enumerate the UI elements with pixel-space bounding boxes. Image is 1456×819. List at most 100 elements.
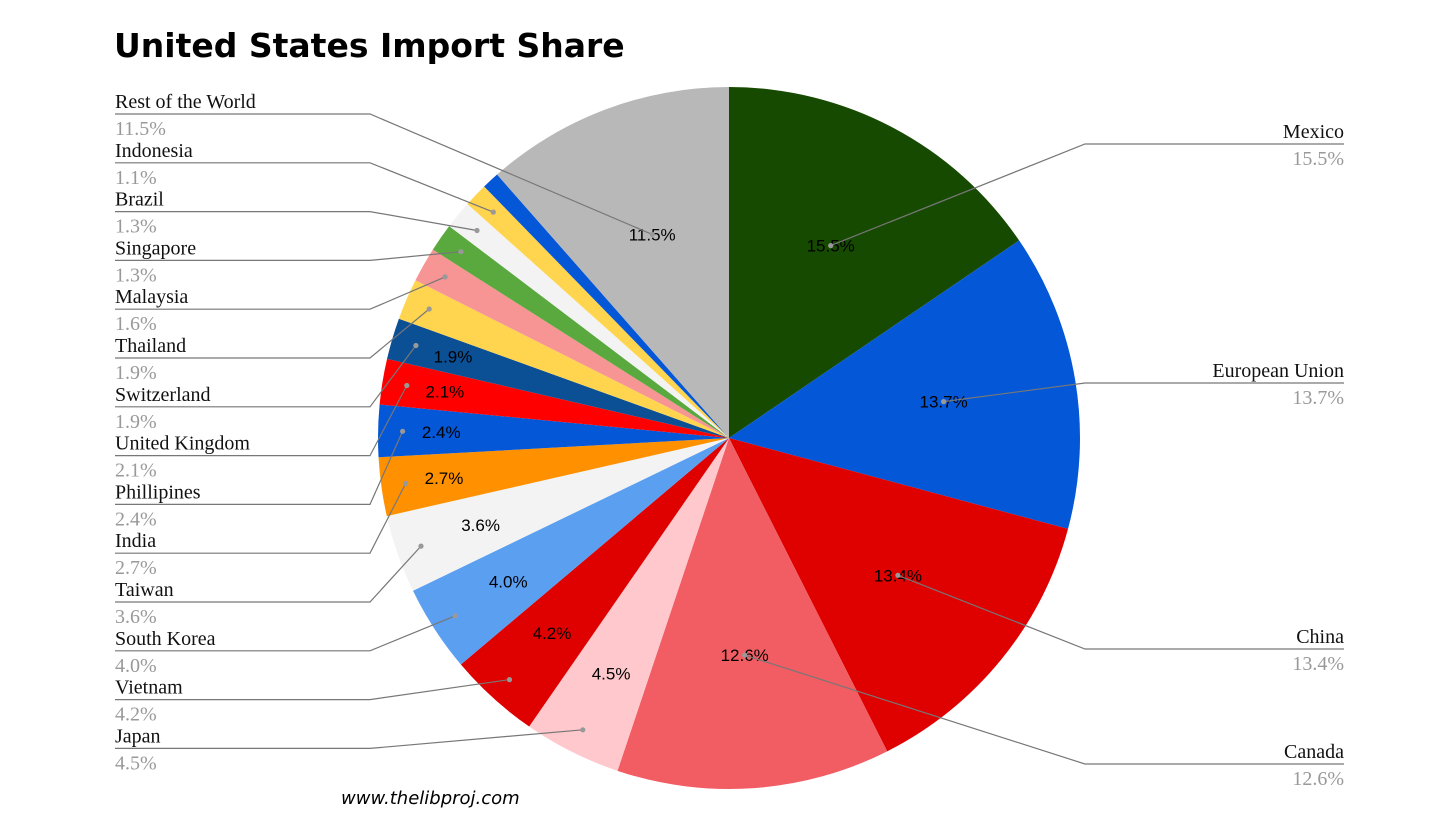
leader-line-thailand	[115, 308, 430, 359]
pie-slice-switzerland	[387, 318, 729, 438]
pie-slice-china	[729, 438, 1069, 752]
legend-callouts: Rest of the World 11.5%Indonesia 1.1%Brazi…	[115, 91, 1344, 790]
pie-slice-india	[378, 438, 729, 517]
legend-name-switzerland: Switzerland	[115, 384, 211, 406]
pie-slice-singapore	[432, 226, 729, 438]
pie-slice-vietnam	[460, 438, 729, 727]
leader-line-south-korea	[115, 615, 456, 652]
leader-line-china	[897, 574, 1344, 650]
legend-value-mexico: 15.5%	[1292, 148, 1344, 170]
leader-dot-mexico	[828, 243, 834, 249]
leader-line-india	[115, 483, 407, 554]
legend-value-european-union: 13.7%	[1292, 387, 1344, 409]
pie-slice-european-union	[729, 240, 1081, 529]
leader-dot-canada	[742, 652, 748, 658]
slice-label-vietnam: 4.2%	[533, 624, 572, 643]
pie-slices	[378, 87, 1081, 790]
legend-name-phillipines: Phillipines	[115, 481, 201, 503]
leader-dot-south-korea	[452, 613, 458, 619]
legend-name-taiwan: Taiwan	[115, 579, 174, 601]
leader-dot-european-union	[941, 399, 947, 405]
leader-line-mexico	[830, 143, 1344, 247]
slice-label-south-korea: 4.0%	[489, 572, 528, 591]
legend-name-singapore: Singapore	[115, 237, 196, 259]
pie-slice-japan	[529, 438, 729, 771]
leader-line-taiwan	[115, 545, 422, 603]
legend-value-thailand: 1.9%	[115, 362, 157, 384]
legend-name-japan: Japan	[115, 725, 161, 747]
legend-value-singapore: 1.3%	[115, 264, 157, 286]
leader-dot-japan	[580, 727, 586, 733]
slice-label-taiwan: 3.6%	[461, 516, 500, 535]
legend-name-china: China	[1296, 626, 1344, 648]
leader-line-united-kingdom	[115, 385, 408, 457]
slice-label-japan: 4.5%	[592, 664, 631, 683]
leader-dot-brazil	[474, 227, 480, 234]
slice-label-switzerland: 1.9%	[434, 348, 473, 367]
legend-value-rest-of-the-world: 11.5%	[115, 118, 166, 140]
legend-name-united-kingdom: United Kingdom	[115, 433, 250, 455]
legend-value-india: 2.7%	[115, 557, 157, 579]
legend-name-south-korea: South Korea	[115, 628, 216, 650]
leader-line-rest-of-the-world	[115, 113, 653, 235]
leader-line-japan	[115, 729, 583, 749]
leader-dot-taiwan	[418, 543, 424, 549]
leader-line-malaysia	[115, 276, 446, 310]
leader-dot-rest-of-the-world	[649, 231, 655, 237]
pie-slice-mexico	[729, 87, 1020, 438]
pie-slice-indonesia	[467, 186, 729, 438]
pie-slice-taiwan	[386, 438, 729, 591]
leader-dot-china	[895, 572, 901, 578]
leader-line-indonesia	[115, 162, 494, 213]
leader-dot-malaysia	[442, 274, 448, 280]
legend-value-japan: 4.5%	[115, 752, 157, 774]
legend-value-brazil: 1.3%	[115, 216, 157, 238]
legend-name-malaysia: Malaysia	[115, 286, 188, 308]
leader-dot-singapore	[458, 249, 464, 255]
legend-name-india: India	[115, 530, 156, 552]
legend-name-european-union: European Union	[1212, 360, 1344, 382]
legend-value-indonesia: 1.1%	[115, 167, 157, 189]
legend-value-switzerland: 1.9%	[115, 411, 157, 433]
pie-slice-united-kingdom	[379, 358, 729, 438]
leader-line-european-union	[943, 382, 1344, 403]
leader-dot-indonesia	[490, 209, 496, 215]
leader-dot-thailand	[426, 306, 432, 312]
legend-name-rest-of-the-world: Rest of the World	[115, 91, 256, 113]
pie-slice-phillipines	[378, 404, 729, 458]
pie-slice-canada	[617, 438, 888, 790]
legend-value-united-kingdom: 2.1%	[115, 460, 157, 482]
pie-slice-malaysia	[415, 249, 729, 438]
legend-name-thailand: Thailand	[115, 335, 186, 357]
leader-dot-phillipines	[400, 428, 406, 434]
leader-line-brazil	[115, 211, 478, 232]
slice-label-india: 2.7%	[425, 469, 464, 488]
legend-value-phillipines: 2.4%	[115, 508, 157, 530]
legend-value-taiwan: 3.6%	[115, 606, 157, 628]
legend-value-china: 13.4%	[1292, 653, 1344, 675]
pie-slice-rest-of-the-world	[497, 87, 729, 438]
pie-slice-south-korea	[413, 438, 729, 665]
legend-name-brazil: Brazil	[115, 189, 164, 211]
legend-name-vietnam: Vietnam	[115, 677, 183, 699]
leader-dot-united-kingdom	[404, 382, 410, 389]
leader-dot-vietnam	[506, 677, 513, 683]
leader-line-vietnam	[115, 679, 510, 701]
leader-line-switzerland	[115, 345, 417, 408]
slice-label-united-kingdom: 2.1%	[426, 383, 465, 402]
legend-name-indonesia: Indonesia	[115, 140, 193, 162]
leader-line-singapore	[115, 251, 461, 261]
leader-line-canada	[744, 654, 1344, 765]
chart-title: United States Import Share	[114, 26, 625, 65]
legend-name-canada: Canada	[1284, 741, 1344, 763]
legend-name-mexico: Mexico	[1283, 121, 1344, 143]
pie-slice-brazil	[449, 204, 729, 438]
slice-label-phillipines: 2.4%	[422, 423, 461, 442]
leader-dot-india	[403, 480, 409, 486]
pie-slice-thailand	[398, 280, 729, 438]
pie-slice-slice-17	[484, 174, 729, 439]
legend-value-south-korea: 4.0%	[115, 655, 157, 677]
legend-value-malaysia: 1.6%	[115, 313, 157, 335]
leader-dot-switzerland	[413, 342, 419, 349]
